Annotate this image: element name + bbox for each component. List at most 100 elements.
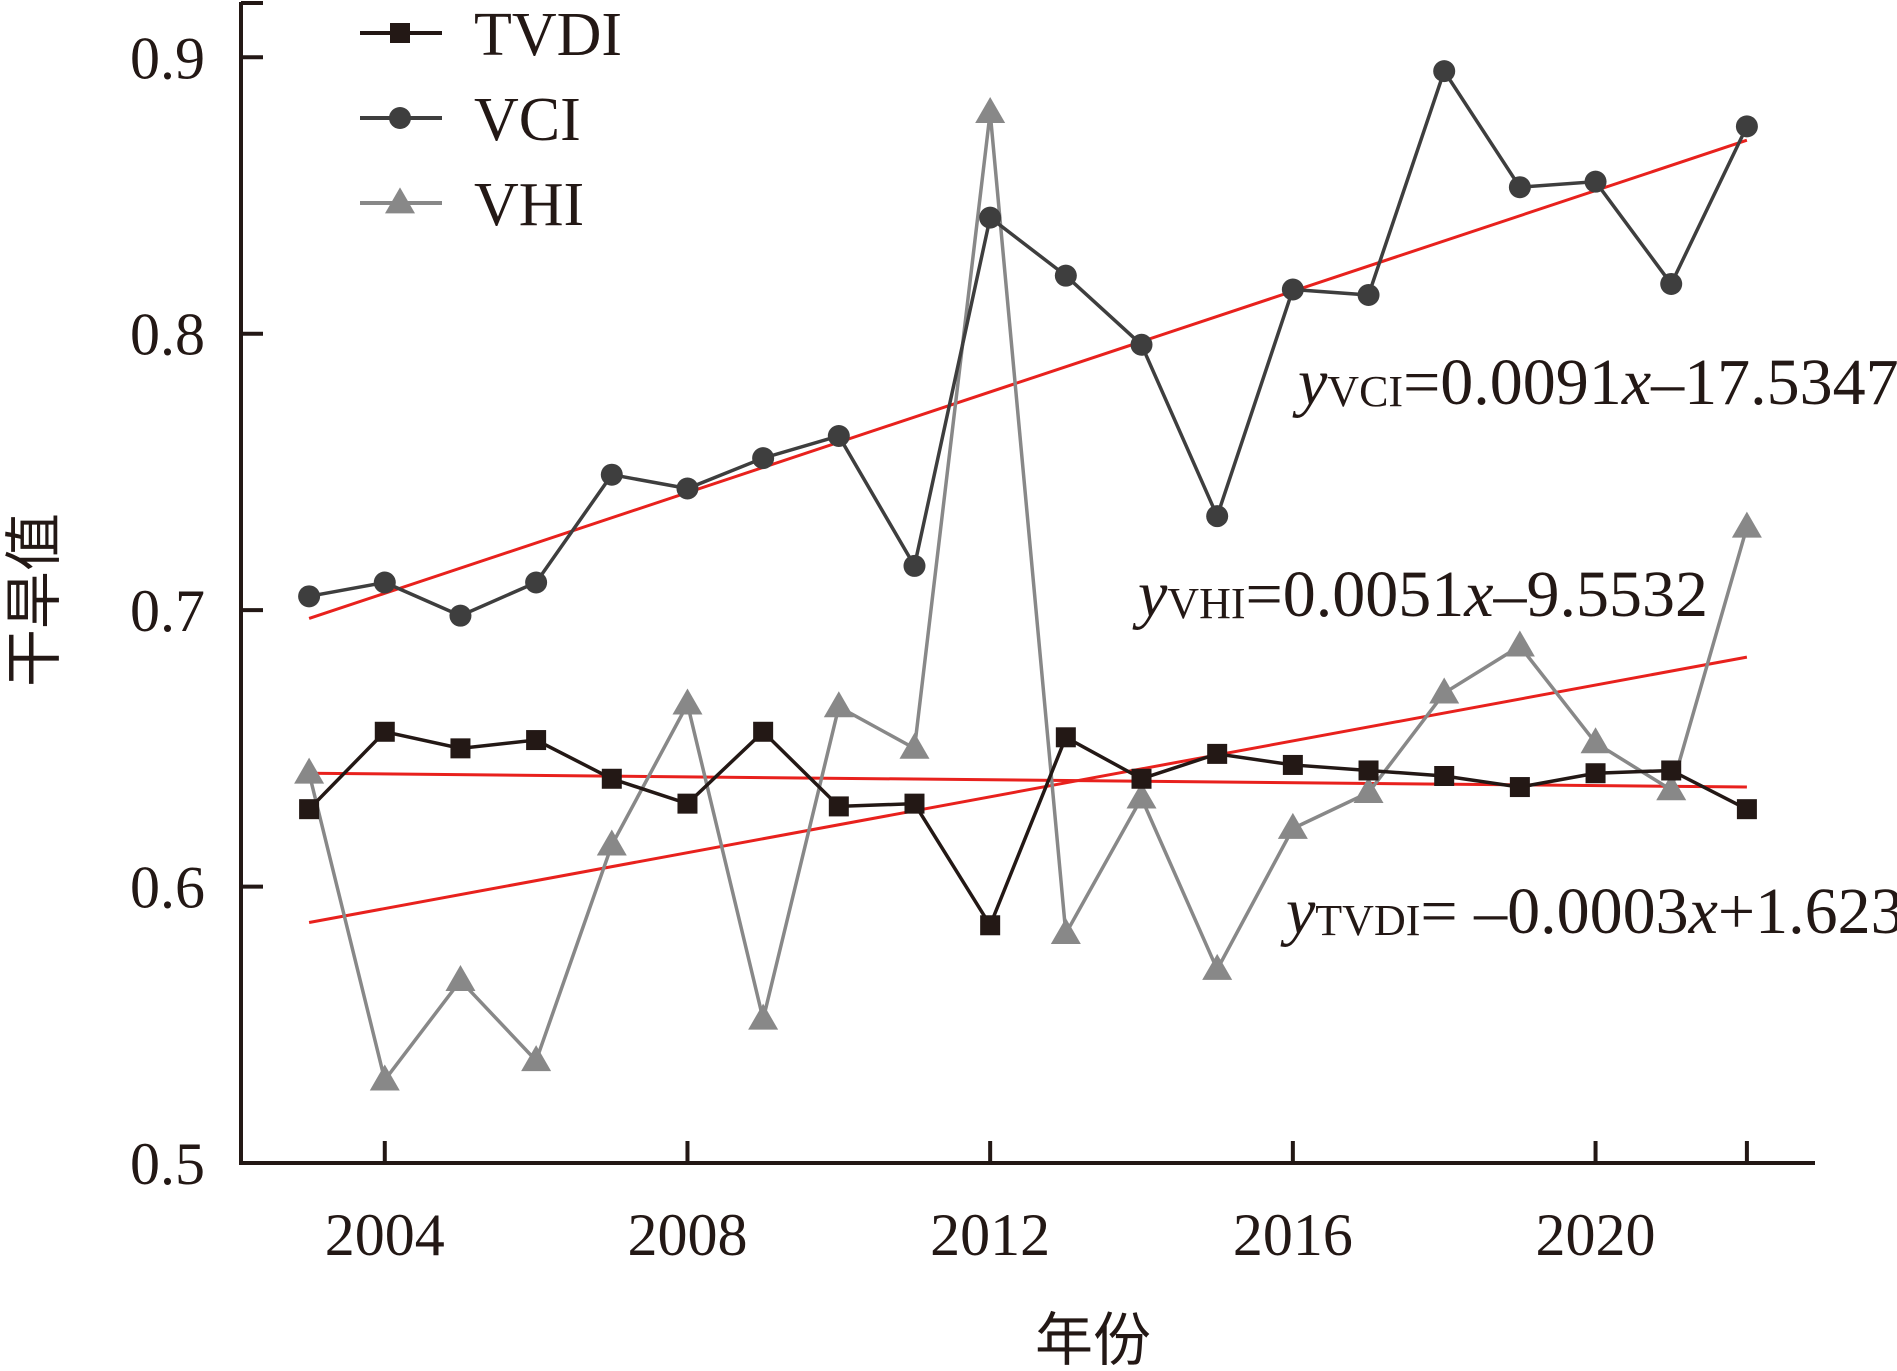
y-tick-label: 0.5 bbox=[130, 1131, 205, 1197]
data-point-vhi bbox=[1202, 953, 1233, 980]
eq-vci-sub: VCI bbox=[1327, 367, 1403, 416]
legend-label: VHI bbox=[474, 171, 584, 239]
y-axis-title: 干旱值 bbox=[0, 513, 68, 687]
data-point-vci bbox=[1281, 278, 1304, 301]
equation-vci: yVCI=0.0091x–17.5347 bbox=[1292, 346, 1897, 419]
y-tick-label: 0.9 bbox=[130, 25, 205, 91]
data-point-tvdi bbox=[601, 768, 622, 789]
legend-marker-triangle-icon bbox=[385, 187, 415, 214]
eq-vhi-y: y bbox=[1132, 558, 1168, 631]
data-point-vci bbox=[1584, 170, 1607, 193]
data-point-vci bbox=[525, 571, 548, 594]
y-tick-label: 0.8 bbox=[130, 302, 205, 368]
legend: TVDI VCI VHI bbox=[360, 1, 622, 239]
data-point-vhi bbox=[1126, 782, 1157, 809]
data-point-vhi bbox=[521, 1045, 552, 1072]
x-tick-label: 2012 bbox=[930, 1202, 1050, 1268]
data-point-tvdi bbox=[1434, 766, 1455, 786]
data-point-tvdi bbox=[526, 730, 547, 751]
data-point-vhi bbox=[672, 688, 703, 715]
data-point-vci bbox=[1130, 333, 1153, 356]
legend-marker-square-icon bbox=[390, 23, 410, 43]
series-line-tvdi bbox=[307, 729, 1748, 930]
equation-vhi: yVHI=0.0051x–9.5532 bbox=[1132, 558, 1708, 631]
data-point-tvdi bbox=[1585, 763, 1606, 784]
data-point-vci bbox=[979, 206, 1002, 229]
data-point-vhi bbox=[1504, 630, 1535, 657]
data-point-tvdi bbox=[1055, 727, 1076, 748]
data-point-vci bbox=[373, 571, 396, 594]
data-point-tvdi bbox=[450, 738, 471, 759]
axes: 0.5 0.6 0.7 0.8 0.9 2004 2008 2012 2016 2020 bbox=[130, 1, 1815, 1268]
data-point-vci bbox=[1660, 272, 1683, 295]
eq-tvdi-var: x bbox=[1688, 875, 1718, 948]
x-axis-title: 年份 bbox=[1035, 1306, 1151, 1371]
data-point-vhi bbox=[1429, 677, 1460, 704]
eq-vhi-var: x bbox=[1463, 558, 1493, 631]
legend-label: VCI bbox=[474, 86, 581, 154]
data-point-vci bbox=[1054, 264, 1077, 287]
data-point-vci bbox=[298, 585, 321, 608]
data-point-tvdi bbox=[1131, 768, 1152, 789]
data-point-tvdi bbox=[374, 721, 395, 742]
eq-tvdi-a: = –0.0003 bbox=[1420, 875, 1688, 948]
data-point-tvdi bbox=[904, 793, 925, 814]
x-tick-label: 2016 bbox=[1233, 1202, 1353, 1268]
data-point-tvdi bbox=[677, 793, 698, 814]
series-line-vci bbox=[308, 67, 1749, 618]
data-point-vci bbox=[600, 463, 623, 486]
data-point-tvdi bbox=[1509, 777, 1530, 798]
legend-item-tvdi: TVDI bbox=[360, 1, 622, 69]
eq-vci-var: x bbox=[1621, 346, 1651, 419]
data-point-vhi bbox=[445, 964, 476, 991]
y-tick-label: 0.6 bbox=[130, 855, 205, 921]
data-point-vci bbox=[903, 554, 926, 577]
data-point-vhi bbox=[1277, 812, 1308, 839]
data-point-vhi bbox=[1731, 511, 1762, 538]
data-point-tvdi bbox=[828, 796, 849, 817]
eq-tvdi-b: +1.623 bbox=[1718, 875, 1897, 948]
legend-item-vci: VCI bbox=[360, 86, 581, 154]
data-point-vhi bbox=[1656, 774, 1687, 801]
data-point-tvdi bbox=[1282, 754, 1303, 775]
data-point-vci bbox=[449, 604, 472, 627]
data-point-vhi bbox=[294, 757, 325, 784]
trendline-vci bbox=[308, 138, 1748, 620]
data-point-vci bbox=[1433, 60, 1456, 83]
data-point-vhi bbox=[596, 829, 627, 856]
data-point-vhi bbox=[975, 96, 1006, 123]
eq-tvdi-sub: TVDI bbox=[1315, 896, 1420, 945]
data-point-vhi bbox=[1353, 776, 1384, 803]
trendline-vhi bbox=[308, 655, 1748, 924]
eq-vci-a: =0.0091 bbox=[1403, 346, 1622, 419]
data-point-tvdi bbox=[980, 915, 1001, 936]
data-point-vhi bbox=[899, 732, 930, 759]
data-point-vhi bbox=[823, 691, 854, 718]
equation-tvdi: yTVDI= –0.0003x+1.623 bbox=[1280, 875, 1897, 948]
data-point-tvdi bbox=[1358, 760, 1379, 781]
data-point-vhi bbox=[748, 1003, 779, 1030]
legend-item-vhi: VHI bbox=[360, 171, 584, 239]
y-tick-label: 0.7 bbox=[130, 578, 205, 644]
data-point-vci bbox=[1206, 505, 1229, 528]
data-point-vhi bbox=[1580, 727, 1611, 754]
eq-vhi-a: =0.0051 bbox=[1246, 558, 1465, 631]
eq-vci-y: y bbox=[1292, 346, 1328, 419]
data-point-tvdi bbox=[1736, 799, 1757, 820]
x-tick-label: 2020 bbox=[1536, 1202, 1656, 1268]
eq-vhi-b: –9.5532 bbox=[1493, 558, 1709, 631]
data-point-tvdi bbox=[299, 799, 320, 820]
data-point-vci bbox=[1357, 284, 1380, 307]
data-point-tvdi bbox=[1661, 760, 1682, 781]
data-point-tvdi bbox=[1207, 743, 1228, 764]
data-point-tvdi bbox=[753, 721, 774, 742]
data-point-vhi bbox=[1050, 917, 1081, 944]
data-point-vhi bbox=[369, 1064, 400, 1091]
x-tick-label: 2004 bbox=[325, 1202, 445, 1268]
data-point-vci bbox=[676, 477, 699, 500]
x-tick-label: 2008 bbox=[627, 1202, 747, 1268]
eq-vci-b: –17.5347 bbox=[1650, 346, 1897, 419]
data-point-vci bbox=[1735, 115, 1758, 138]
series-tvdi bbox=[299, 721, 1757, 936]
